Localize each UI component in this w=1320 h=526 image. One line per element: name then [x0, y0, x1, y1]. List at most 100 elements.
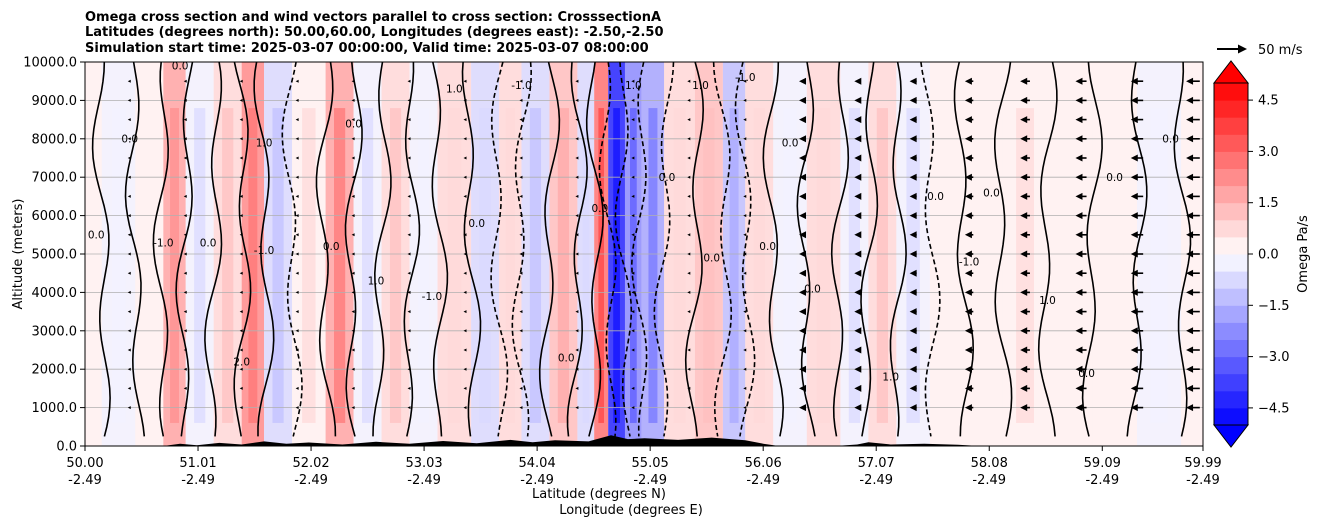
wind-vector	[183, 367, 187, 371]
x-tick-label-latitude: 54.04	[519, 456, 556, 471]
wind-vector	[575, 233, 579, 237]
quiver-key-label: 50 m/s	[1258, 43, 1303, 58]
contour-line	[511, 62, 533, 437]
wind-vector	[575, 98, 579, 102]
x-tick-label-longitude: -2.49	[68, 473, 102, 488]
wind-vector	[295, 156, 299, 160]
wind-vector-head	[799, 135, 807, 143]
omega-contours	[91, 62, 1192, 437]
y-tick-label: 0.0	[56, 440, 77, 455]
wind-vector-head	[799, 346, 807, 354]
wind-vector-head	[1020, 404, 1028, 412]
wind-vector-head	[1020, 135, 1028, 143]
wind-vector-head	[1186, 192, 1194, 200]
wind-vector-head	[1020, 77, 1028, 85]
wind-vector-head	[799, 192, 807, 200]
wind-vector	[239, 98, 243, 102]
wind-vector-head	[1130, 96, 1138, 104]
omega-column-core	[876, 108, 888, 423]
wind-vector-head	[1186, 288, 1194, 296]
wind-vector	[295, 175, 299, 179]
wind-vector-head	[964, 212, 972, 220]
wind-vector-head	[854, 96, 862, 104]
wind-vector	[407, 290, 411, 294]
contour-line	[830, 62, 850, 437]
grid-lines	[85, 62, 1203, 446]
wind-vector	[631, 175, 635, 179]
wind-vector	[631, 118, 635, 122]
wind-vector-head	[909, 308, 917, 316]
wind-vector-head	[854, 308, 862, 316]
contour-label: 1.0	[1039, 295, 1056, 307]
omega-column-core	[729, 108, 739, 423]
wind-vector	[239, 118, 243, 122]
wind-vector-head	[799, 212, 807, 220]
wind-vector	[743, 329, 747, 333]
wind-vector-head	[1020, 327, 1028, 335]
wind-vector-head	[1186, 96, 1194, 104]
wind-vector-head	[964, 288, 972, 296]
wind-vector	[239, 310, 243, 314]
wind-vector	[127, 194, 131, 198]
omega-column-core	[361, 108, 374, 423]
contour-line	[233, 62, 252, 437]
chart-title-line-2: Latitudes (degrees north): 50.00,60.00, …	[85, 25, 664, 40]
wind-vector-head	[964, 116, 972, 124]
wind-vector-head	[964, 384, 972, 392]
x-tick-label-latitude: 55.05	[632, 456, 669, 471]
wind-vector-head	[1186, 346, 1194, 354]
wind-vector-head	[1186, 327, 1194, 335]
wind-vector-head	[1075, 250, 1083, 258]
wind-vector-head	[964, 192, 972, 200]
wind-vector-head	[799, 116, 807, 124]
wind-vector-head	[1020, 346, 1028, 354]
wind-vector-head	[1020, 288, 1028, 296]
wind-vector-head	[1130, 308, 1138, 316]
wind-vector	[407, 348, 411, 352]
contour-label: -1.0	[153, 237, 174, 249]
wind-vector	[575, 310, 579, 314]
wind-vector-head	[909, 269, 917, 277]
omega-column-core	[848, 108, 860, 423]
wind-vector-head	[799, 250, 807, 258]
wind-vector	[687, 214, 691, 218]
wind-vector-head	[1130, 154, 1138, 162]
x-tick-label-latitude: 59.99	[1184, 456, 1221, 471]
wind-vector	[575, 271, 579, 275]
wind-vector	[743, 271, 747, 275]
wind-vector-head	[799, 269, 807, 277]
omega-column-core	[88, 108, 96, 423]
wind-vector	[127, 310, 131, 314]
omega-column-core	[334, 108, 346, 423]
colorbar-segment	[1214, 134, 1248, 152]
wind-vector-head	[1020, 96, 1028, 104]
wind-vector-head	[1075, 192, 1083, 200]
wind-vector-head	[1020, 192, 1028, 200]
contour-line	[1126, 62, 1148, 437]
wind-vector	[295, 290, 299, 294]
wind-vector-head	[854, 192, 862, 200]
wind-vector-head	[1075, 346, 1083, 354]
wind-vector	[631, 233, 635, 237]
wind-vector	[519, 118, 523, 122]
wind-vector	[407, 79, 411, 83]
wind-vector	[687, 252, 691, 256]
colorbar-tick-label: −3.0	[1258, 350, 1290, 365]
colorbar-segment	[1214, 373, 1248, 392]
wind-vector	[183, 290, 187, 294]
x-tick-label-longitude: -2.49	[294, 473, 328, 488]
wind-vector	[351, 194, 355, 198]
x-axis: 50.00 -2.49 51.01 -2.49 52.02 -2.49 53.03 -2.49…	[66, 446, 1222, 488]
wind-vector	[575, 406, 579, 410]
wind-vector	[295, 214, 299, 218]
wind-vector	[183, 194, 187, 198]
contour-label: 0.0	[200, 237, 217, 249]
x-tick-label-longitude: -2.49	[1186, 473, 1220, 488]
chart-title-line-1: Omega cross section and wind vectors par…	[85, 10, 661, 25]
wind-vector	[127, 214, 131, 218]
colorbar-tick-label: −4.5	[1258, 401, 1290, 416]
colorbar-tick-label: 3.0	[1258, 145, 1279, 160]
wind-vector-head	[854, 384, 862, 392]
wind-vector	[463, 367, 467, 371]
